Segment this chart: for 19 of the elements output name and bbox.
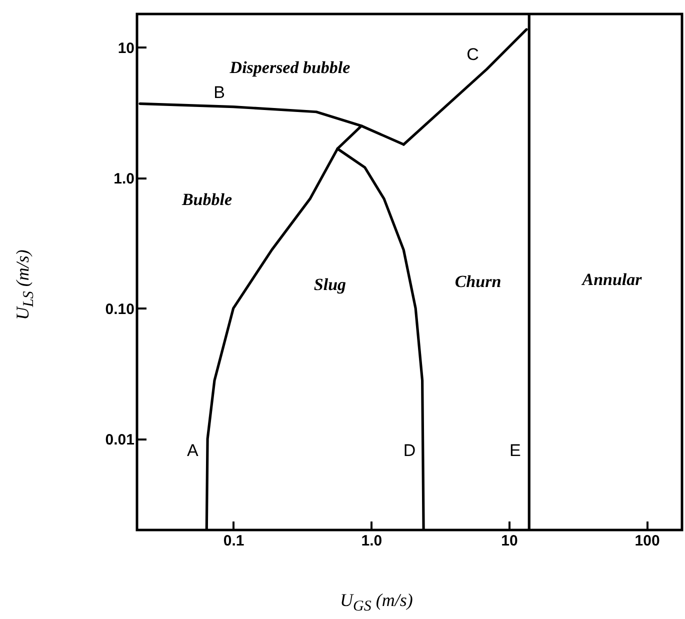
y-tick-label: 1.0 (114, 170, 134, 188)
annotation: A (186, 440, 199, 460)
annotation: Annular (582, 270, 642, 290)
x-tick-label: 10 (501, 532, 518, 550)
x-tick-label: 1.0 (361, 532, 382, 550)
x-tick-label: 100 (634, 532, 660, 550)
y-tick-label: 0.10 (105, 300, 134, 318)
annotation: Slug (314, 275, 346, 295)
annotation: E (509, 440, 521, 460)
y-tick-label: 10 (118, 40, 134, 57)
y-tick-label: 0.01 (105, 431, 134, 448)
x-tick-label: 0.1 (223, 532, 244, 550)
annotation: Churn (454, 272, 502, 292)
annotation: C (466, 45, 479, 64)
annotation: D (403, 440, 416, 460)
annotation: Dispersed bubble (230, 58, 350, 78)
x-axis-title: U$_{GS}$ (m/s) (340, 590, 413, 616)
annotation: B (214, 82, 226, 102)
annotation: Bubble (182, 190, 232, 210)
